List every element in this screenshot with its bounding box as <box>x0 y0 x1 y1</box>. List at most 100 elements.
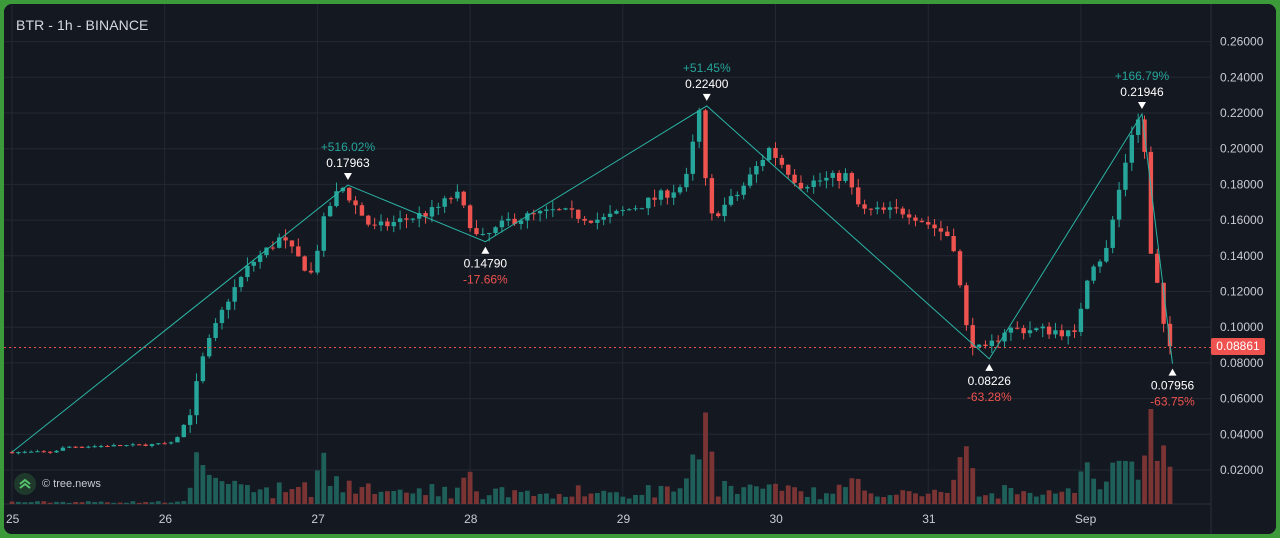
candle-body <box>690 141 695 174</box>
candle-body <box>862 204 867 209</box>
candle-body <box>200 356 206 382</box>
candle-body <box>970 325 975 348</box>
candle-body <box>22 451 27 453</box>
candle-body <box>1072 330 1077 332</box>
x-tick-label: 27 <box>311 512 325 526</box>
volume-bar <box>416 488 422 504</box>
pivot-change-label: +51.45% <box>683 61 731 75</box>
volume-bar <box>773 483 778 504</box>
symbol-title: BTR - 1h - BINANCE <box>16 17 149 33</box>
candle-body <box>1053 330 1058 335</box>
candle-body <box>9 452 15 454</box>
volume-bar <box>143 502 149 504</box>
volume-bar <box>365 483 371 504</box>
volume-bar <box>22 502 28 504</box>
volume-bar <box>919 496 925 504</box>
volume-bar <box>620 496 626 504</box>
candle-body <box>378 221 384 226</box>
volume-bar <box>60 501 66 504</box>
pivot-marker-up <box>1168 368 1177 376</box>
candle-body <box>868 208 874 210</box>
volume-bar <box>47 502 53 504</box>
volume-bar <box>601 490 607 504</box>
volume-bar <box>429 484 435 504</box>
candle-body <box>1085 280 1090 309</box>
volume-bar <box>35 501 40 504</box>
candle-body <box>86 446 91 448</box>
candlestick-chart[interactable]: 0.02000 0.04000 0.06000 0.08000 0.10000 0.120… <box>4 4 1276 534</box>
volume-bar <box>136 502 142 504</box>
volume-bar <box>703 412 708 504</box>
volume-bar <box>868 493 874 504</box>
candle-body <box>614 210 619 214</box>
volume-bar <box>225 484 231 504</box>
candle-body <box>232 287 237 302</box>
volume-bar <box>251 492 257 504</box>
pivot-marker-up <box>481 246 490 254</box>
candle-body <box>41 451 47 453</box>
candle-body <box>289 240 295 247</box>
volume-bar <box>79 502 85 504</box>
pivot-change-label: -63.75% <box>1150 395 1195 409</box>
candle-body <box>830 172 835 178</box>
candle-body <box>582 218 587 221</box>
volume-bar <box>957 457 963 504</box>
pivot-price-label: 0.17963 <box>326 156 370 170</box>
candle-body <box>47 451 53 453</box>
candle-body <box>334 191 339 207</box>
candle-body <box>894 207 899 209</box>
candle-body <box>448 198 454 200</box>
candle-body <box>410 218 416 220</box>
volume-bar <box>448 498 454 504</box>
candle-body <box>143 444 148 446</box>
volume-bar <box>855 478 861 504</box>
pivot-change-label: +516.02% <box>321 140 376 154</box>
last-price-label: 0.08861 <box>1211 338 1265 355</box>
volume-bar <box>830 493 836 504</box>
candle-body <box>73 446 78 448</box>
volume-bar <box>206 474 212 504</box>
tree-chevrons-icon <box>14 473 36 495</box>
volume-bar <box>289 489 295 504</box>
volume-bar <box>302 482 308 504</box>
y-tick-label: 0.26000 <box>1220 35 1264 49</box>
volume-bar <box>1078 471 1084 504</box>
candle-body <box>569 208 575 210</box>
x-tick-label: 28 <box>464 512 478 526</box>
candle-body <box>824 177 829 181</box>
candle-body <box>512 218 517 224</box>
candle-body <box>773 147 778 158</box>
candle-body <box>887 207 893 210</box>
candle-body <box>187 415 193 425</box>
volume-bar <box>951 479 957 504</box>
candle-body <box>238 277 244 288</box>
candle-body <box>1155 253 1160 283</box>
volume-bar <box>391 491 397 504</box>
volume-bar <box>1161 445 1167 504</box>
volume-bar <box>194 452 199 504</box>
volume-bar <box>537 493 543 504</box>
candle-body <box>875 207 880 210</box>
volume-bar <box>715 496 721 504</box>
candle-body <box>633 208 638 210</box>
candle-body <box>124 445 129 447</box>
candle-body <box>28 451 34 453</box>
volume-bar <box>1040 494 1046 504</box>
candle-body <box>302 256 307 271</box>
candle-body <box>556 209 562 211</box>
x-tick-label: 29 <box>617 512 631 526</box>
volume-bar <box>85 501 91 504</box>
candle-body <box>938 228 944 232</box>
volume-bar <box>843 487 848 504</box>
candle-body <box>760 159 765 167</box>
volume-bar <box>168 502 174 504</box>
candle-body <box>1065 330 1071 337</box>
volume-bar <box>970 468 976 504</box>
volume-bar <box>493 488 498 504</box>
volume-bar <box>531 495 537 504</box>
candle-body <box>652 197 657 200</box>
candle-body <box>919 220 925 223</box>
y-tick-label: 0.24000 <box>1220 70 1264 84</box>
volume-bar <box>741 487 747 504</box>
volume-bar <box>219 481 225 504</box>
